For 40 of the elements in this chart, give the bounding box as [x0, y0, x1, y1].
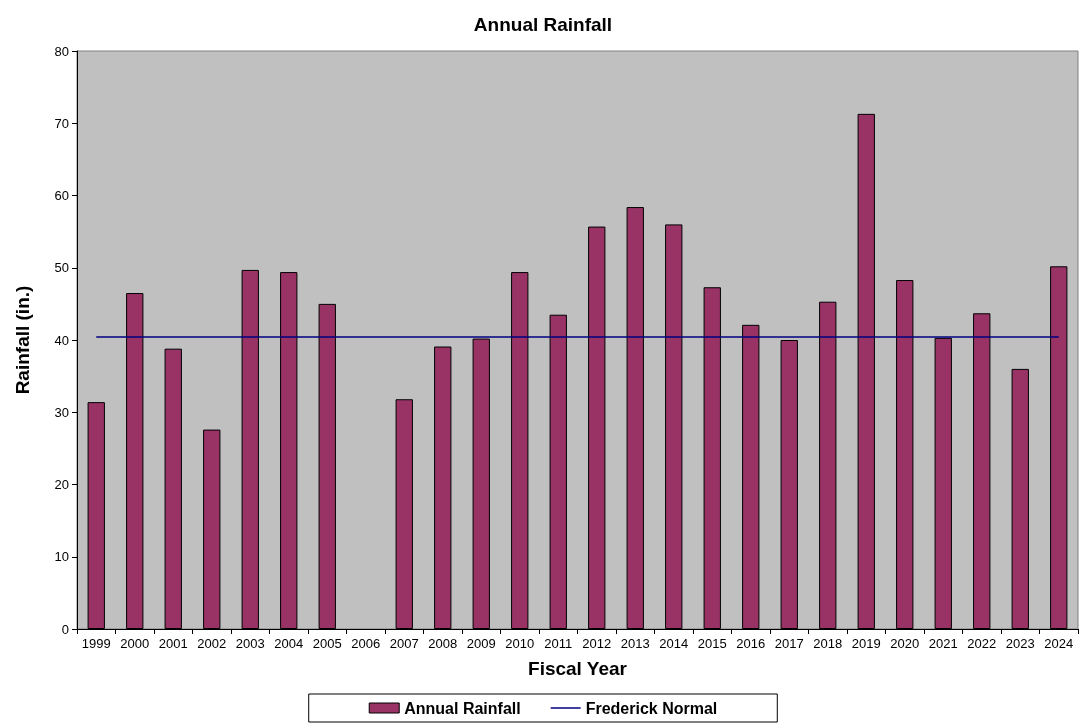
x-tick-label: 2005: [312, 636, 342, 651]
x-tick-label: 2009: [466, 636, 496, 651]
x-tick-label: 2015: [697, 636, 727, 651]
y-tick-label: 10: [54, 549, 69, 565]
x-axis-title: Fiscal Year: [528, 658, 628, 679]
y-tick-label: 60: [54, 188, 69, 203]
x-tick-label: 2020: [890, 636, 920, 651]
y-axis-title: Rainfall (in.): [12, 285, 33, 395]
x-tick-label: 2021: [928, 636, 958, 651]
y-tick-label: 0: [61, 621, 69, 637]
x-tick-label: 2019: [851, 636, 881, 651]
y-tick-label: 80: [54, 43, 69, 59]
x-tick-label: 2006: [351, 636, 381, 651]
y-tick-label: 70: [54, 115, 69, 131]
x-tick-label: 2010: [505, 636, 535, 651]
chart-title: Annual Rainfall: [473, 14, 613, 35]
x-tick-label: 2022: [967, 636, 997, 651]
legend-label: Frederick Normal: [585, 699, 718, 717]
y-tick-label: 30: [54, 404, 69, 420]
x-tick-label: 2000: [120, 636, 150, 651]
x-tick-label: 2007: [389, 636, 419, 651]
x-tick-label: 2017: [774, 636, 804, 651]
x-tick-label: 2016: [736, 636, 766, 651]
x-tick-label: 2003: [235, 636, 265, 651]
legend-label: Annual Rainfall: [404, 699, 521, 717]
x-tick-label: 1999: [81, 636, 111, 651]
x-tick-label: 2004: [274, 636, 304, 651]
x-tick-label: 2008: [428, 636, 458, 651]
x-tick-label: 2014: [659, 636, 689, 651]
y-tick-label: 40: [54, 332, 69, 348]
x-tick-label: 2023: [1005, 636, 1035, 651]
x-tick-label: 2018: [813, 636, 843, 651]
x-tick-label: 2013: [620, 636, 650, 651]
x-tick-label: 2011: [544, 636, 573, 651]
x-tick-label: 2012: [582, 636, 612, 651]
y-tick-label: 20: [54, 477, 69, 492]
x-tick-label: 2001: [158, 636, 188, 651]
x-tick-label: 2002: [197, 636, 227, 651]
y-tick-label: 50: [54, 260, 69, 276]
x-tick-label: 2024: [1044, 636, 1074, 651]
